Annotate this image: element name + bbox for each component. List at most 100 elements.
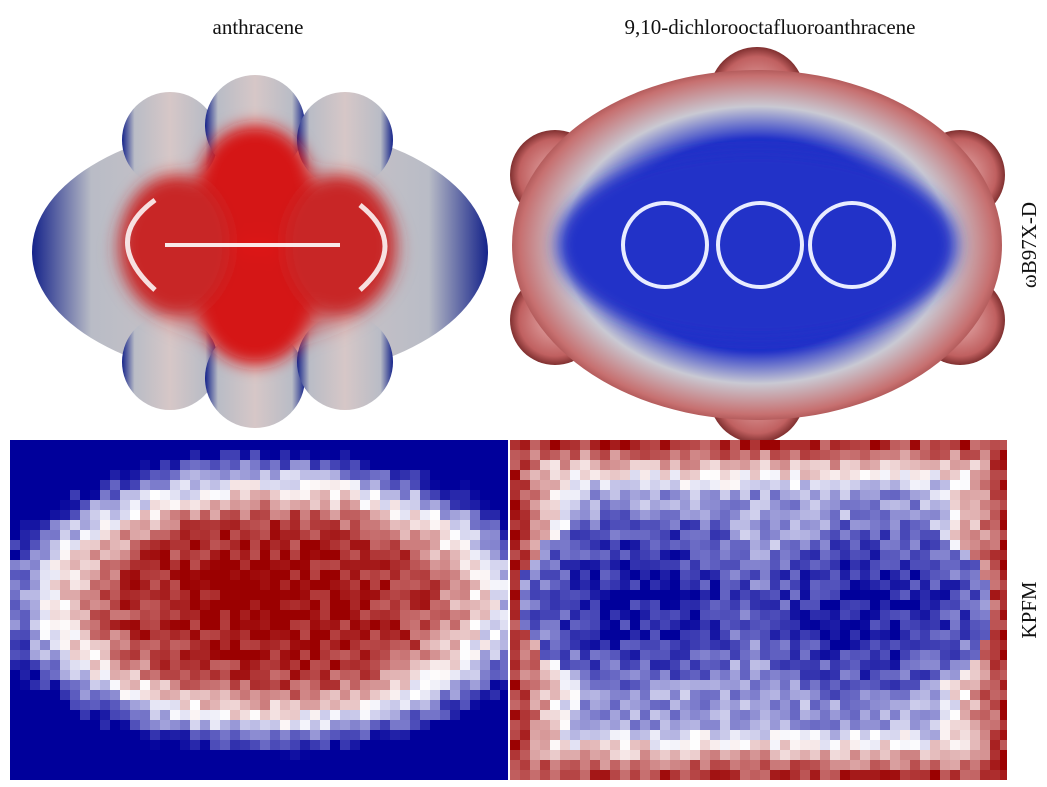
kpfm-pixel bbox=[300, 680, 310, 690]
kpfm-pixel bbox=[700, 610, 710, 620]
kpfm-pixel bbox=[60, 510, 70, 520]
kpfm-pixel bbox=[520, 720, 530, 730]
kpfm-pixel bbox=[970, 540, 980, 550]
kpfm-pixel bbox=[480, 590, 490, 600]
kpfm-pixel bbox=[810, 510, 820, 520]
kpfm-pixel bbox=[250, 560, 260, 570]
kpfm-pixel bbox=[470, 510, 480, 520]
kpfm-pixel bbox=[880, 560, 890, 570]
kpfm-pixel bbox=[970, 470, 980, 480]
kpfm-pixel bbox=[370, 590, 380, 600]
kpfm-pixel bbox=[50, 620, 60, 630]
kpfm-pixel bbox=[150, 490, 160, 500]
kpfm-pixel bbox=[530, 490, 540, 500]
kpfm-pixel bbox=[650, 650, 660, 660]
kpfm-pixel bbox=[200, 720, 210, 730]
kpfm-pixel bbox=[540, 490, 550, 500]
kpfm-pixel bbox=[230, 630, 240, 640]
kpfm-pixel bbox=[890, 730, 900, 740]
kpfm-pixel bbox=[270, 730, 280, 740]
kpfm-pixel bbox=[420, 580, 430, 590]
kpfm-pixel bbox=[720, 490, 730, 500]
kpfm-pixel bbox=[600, 490, 610, 500]
kpfm-pixel bbox=[340, 440, 350, 450]
kpfm-pixel bbox=[760, 690, 770, 700]
kpfm-pixel bbox=[190, 590, 200, 600]
kpfm-pixel bbox=[740, 760, 750, 770]
kpfm-pixel bbox=[250, 490, 260, 500]
kpfm-pixel bbox=[390, 630, 400, 640]
kpfm-pixel bbox=[920, 650, 930, 660]
kpfm-pixel bbox=[810, 720, 820, 730]
kpfm-pixel bbox=[690, 720, 700, 730]
kpfm-pixel bbox=[170, 730, 180, 740]
kpfm-pixel bbox=[680, 450, 690, 460]
kpfm-pixel bbox=[30, 520, 40, 530]
kpfm-pixel bbox=[830, 710, 840, 720]
kpfm-pixel bbox=[30, 730, 40, 740]
kpfm-pixel bbox=[190, 520, 200, 530]
kpfm-pixel bbox=[230, 660, 240, 670]
kpfm-pixel bbox=[260, 630, 270, 640]
kpfm-pixel bbox=[800, 730, 810, 740]
kpfm-pixel bbox=[170, 490, 180, 500]
kpfm-pixel bbox=[180, 470, 190, 480]
kpfm-pixel bbox=[760, 590, 770, 600]
kpfm-pixel bbox=[430, 590, 440, 600]
kpfm-pixel bbox=[770, 770, 780, 780]
kpfm-pixel bbox=[60, 760, 70, 770]
kpfm-pixel bbox=[250, 520, 260, 530]
kpfm-pixel bbox=[300, 670, 310, 680]
kpfm-pixel bbox=[250, 440, 260, 450]
kpfm-pixel bbox=[990, 570, 1000, 580]
kpfm-pixel bbox=[820, 670, 830, 680]
kpfm-pixel bbox=[440, 730, 450, 740]
kpfm-pixel bbox=[840, 630, 850, 640]
kpfm-pixel bbox=[250, 600, 260, 610]
kpfm-pixel bbox=[1000, 760, 1007, 770]
kpfm-pixel bbox=[440, 740, 450, 750]
kpfm-pixel bbox=[890, 450, 900, 460]
kpfm-pixel bbox=[790, 570, 800, 580]
kpfm-pixel bbox=[900, 690, 910, 700]
kpfm-pixel bbox=[900, 470, 910, 480]
kpfm-pixel bbox=[260, 500, 270, 510]
kpfm-pixel bbox=[750, 770, 760, 780]
kpfm-pixel bbox=[320, 540, 330, 550]
kpfm-pixel bbox=[410, 580, 420, 590]
kpfm-pixel bbox=[50, 570, 60, 580]
kpfm-pixel bbox=[820, 590, 830, 600]
kpfm-pixel bbox=[880, 470, 890, 480]
kpfm-pixel bbox=[280, 730, 290, 740]
kpfm-pixel bbox=[570, 740, 580, 750]
kpfm-pixel bbox=[690, 530, 700, 540]
kpfm-pixel bbox=[440, 560, 450, 570]
kpfm-pixel bbox=[580, 690, 590, 700]
kpfm-pixel bbox=[30, 440, 40, 450]
kpfm-pixel bbox=[610, 650, 620, 660]
kpfm-pixel bbox=[980, 530, 990, 540]
kpfm-pixel bbox=[60, 440, 70, 450]
kpfm-pixel bbox=[100, 670, 110, 680]
kpfm-pixel bbox=[730, 580, 740, 590]
kpfm-pixel bbox=[770, 440, 780, 450]
kpfm-pixel bbox=[10, 480, 20, 490]
kpfm-pixel bbox=[180, 500, 190, 510]
kpfm-pixel bbox=[200, 740, 210, 750]
kpfm-pixel bbox=[520, 500, 530, 510]
kpfm-pixel bbox=[200, 490, 210, 500]
kpfm-pixel bbox=[290, 510, 300, 520]
kpfm-pixel bbox=[540, 580, 550, 590]
kpfm-pixel bbox=[110, 600, 120, 610]
kpfm-pixel bbox=[730, 760, 740, 770]
kpfm-pixel bbox=[830, 520, 840, 530]
kpfm-pixel bbox=[90, 590, 100, 600]
kpfm-pixel bbox=[250, 470, 260, 480]
kpfm-pixel bbox=[480, 740, 490, 750]
kpfm-pixel bbox=[840, 470, 850, 480]
kpfm-pixel bbox=[80, 560, 90, 570]
kpfm-pixel bbox=[30, 600, 40, 610]
kpfm-pixel bbox=[570, 720, 580, 730]
kpfm-pixel bbox=[240, 470, 250, 480]
kpfm-pixel bbox=[850, 470, 860, 480]
